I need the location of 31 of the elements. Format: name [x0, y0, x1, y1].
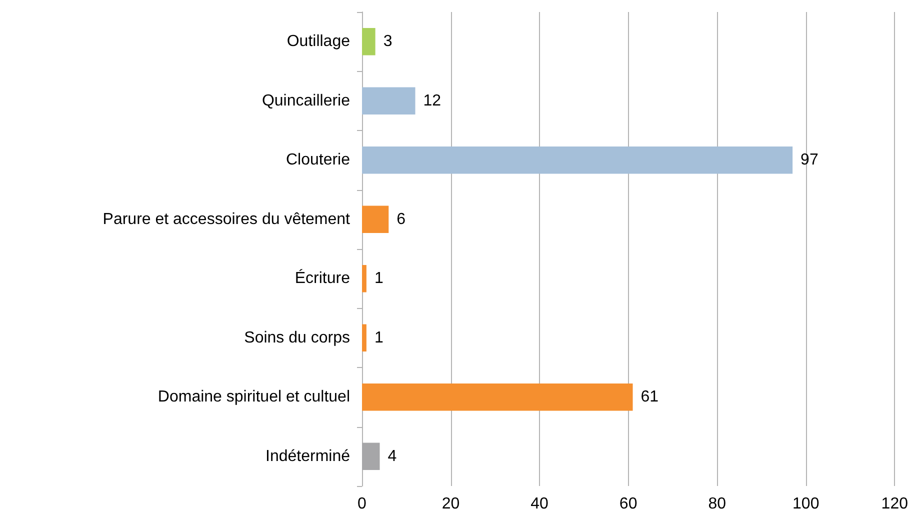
bar	[362, 442, 380, 470]
data-label: 12	[423, 92, 442, 110]
y-tick-label: Indéterminé	[266, 448, 350, 465]
y-tick-label: Outillage	[286, 33, 350, 50]
y-tick-label: Quincaillerie	[262, 92, 350, 110]
bar	[362, 206, 389, 234]
y-tick-label: Clouterie	[286, 152, 350, 169]
y-tick-label: Parure et accessoires du vêtement	[102, 210, 351, 228]
data-label: 97	[800, 152, 818, 169]
bar	[362, 146, 793, 174]
x-tick-label: 0	[358, 496, 367, 512]
x-tick-label: 40	[530, 496, 549, 512]
bar	[362, 384, 633, 411]
data-label: 3	[383, 33, 392, 50]
x-tick-label: 80	[708, 496, 726, 512]
data-label: 4	[388, 448, 397, 465]
bar	[362, 265, 366, 292]
data-label: 61	[640, 388, 659, 406]
data-label: 1	[374, 270, 384, 288]
y-tick-label: Domaine spirituel et cultuel	[158, 388, 350, 406]
x-tick-label: 120	[881, 496, 908, 512]
x-tick-label: 100	[792, 496, 820, 512]
y-tick-label: Soins du corps	[244, 329, 350, 346]
bar	[362, 87, 416, 115]
x-tick-label: 20	[442, 496, 460, 512]
bar	[362, 28, 376, 56]
data-label: 1	[374, 329, 384, 346]
data-label: 6	[396, 210, 406, 228]
bar	[362, 324, 366, 352]
x-tick-label: 60	[619, 496, 638, 512]
y-tick-label: Écriture	[294, 269, 350, 288]
